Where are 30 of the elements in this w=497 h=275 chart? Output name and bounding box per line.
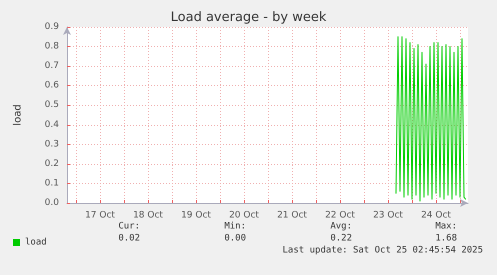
y-tick-label: 0.3 (44, 139, 59, 150)
x-tick-label: 21 Oct (277, 210, 308, 220)
y-axis-title: load (12, 104, 24, 126)
y-tick-label: 0.7 (44, 61, 59, 72)
text: Last update: Sat Oct 25 02:45:54 2025 (282, 246, 483, 256)
x-tick-label: 20 Oct (229, 210, 260, 220)
y-tick-label: 0.4 (44, 120, 60, 130)
y-tick-label: 0.6 (44, 80, 60, 91)
text: Max: (435, 222, 457, 232)
x-tick-label: 22 Oct (325, 210, 356, 220)
x-tick-label: 24 Oct (421, 210, 452, 220)
text: 0.00 (224, 234, 246, 244)
text: 0.22 (330, 234, 352, 244)
y-tick-label: 0.5 (44, 100, 59, 110)
text: Min: (224, 222, 246, 232)
y-tick-label: 0.9 (44, 22, 60, 32)
x-tick-label: 23 Oct (373, 210, 404, 220)
text: Avg: (330, 222, 352, 232)
y-tick-label: 0.8 (44, 42, 60, 52)
text: 0.02 (118, 234, 140, 244)
y-tick-label: 0.1 (44, 178, 59, 188)
legend-label: load (25, 238, 47, 248)
chart-title: Load average - by week (170, 10, 327, 25)
x-tick-label: 18 Oct (133, 210, 164, 220)
text: Cur: (118, 222, 140, 232)
x-tick-label: 17 Oct (85, 210, 116, 220)
y-tick-label: 0.0 (44, 198, 60, 208)
x-tick-label: 19 Oct (181, 210, 212, 220)
y-tick-label: 0.2 (44, 158, 59, 169)
text: 1.68 (435, 234, 457, 244)
